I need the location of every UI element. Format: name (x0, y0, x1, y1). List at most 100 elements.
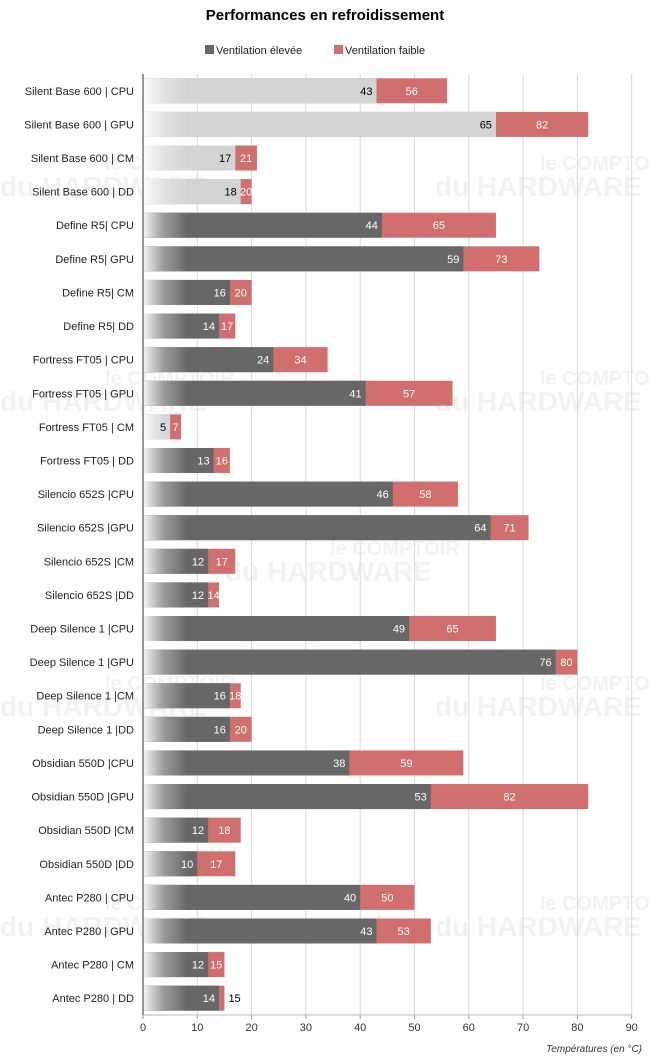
bar-high-1 (143, 111, 496, 137)
data-label-low-0: 56 (406, 86, 418, 98)
category-label-9: Fortress FT05 | GPU (32, 388, 134, 400)
data-label-low-24: 50 (381, 892, 393, 904)
watermark-line2-6: du HARDWARE (435, 691, 642, 722)
bar-fade-11 (143, 447, 188, 473)
watermark-line1-1: le COMPTOIR (540, 153, 650, 175)
data-label-low-14: 17 (216, 556, 228, 568)
bar-fade-9 (143, 380, 188, 406)
category-label-5: Define R5| GPU (55, 254, 134, 266)
category-label-2: Silent Base 600 | CM (31, 153, 134, 165)
data-label-low-10: 7 (173, 422, 179, 434)
category-label-14: Silencio 652S |CM (44, 556, 134, 568)
watermark-line2-8: du HARDWARE (435, 911, 642, 942)
bar-fade-13 (143, 515, 188, 541)
data-label-low-26: 15 (210, 960, 222, 972)
data-label-high-26: 12 (192, 960, 204, 972)
bar-fade-2 (143, 145, 188, 171)
bar-fade-15 (143, 582, 188, 608)
category-label-15: Silencio 652S |DD (45, 590, 134, 602)
category-label-7: Define R5| DD (63, 321, 134, 333)
bar-fade-19 (143, 716, 188, 742)
data-label-low-12: 58 (419, 489, 431, 501)
data-label-low-13: 71 (503, 523, 515, 535)
bar-fade-17 (143, 649, 188, 675)
data-label-high-25: 43 (360, 926, 372, 938)
category-label-22: Obsidian 550D |CM (38, 825, 134, 837)
bar-high-17 (143, 649, 556, 675)
data-label-low-23: 17 (210, 859, 222, 871)
data-label-high-23: 10 (181, 859, 193, 871)
data-label-high-8: 24 (257, 355, 269, 367)
bar-high-13 (143, 515, 491, 541)
category-label-4: Define R5| CPU (56, 220, 134, 232)
category-label-3: Silent Base 600 | DD (32, 187, 134, 199)
data-label-high-24: 40 (344, 892, 356, 904)
category-label-19: Deep Silence 1 |DD (38, 724, 134, 736)
bar-fade-12 (143, 481, 188, 507)
data-label-high-2: 17 (219, 153, 231, 165)
bar-fade-4 (143, 212, 188, 238)
data-label-high-15: 12 (192, 590, 204, 602)
x-tick-label-60: 60 (463, 1022, 475, 1034)
data-label-low-16: 65 (446, 624, 458, 636)
data-label-low-5: 73 (495, 254, 507, 266)
bar-fade-10 (143, 414, 171, 440)
data-label-low-18: 18 (229, 691, 241, 703)
data-label-high-1: 65 (480, 119, 492, 131)
data-label-low-8: 34 (294, 355, 306, 367)
data-label-low-9: 57 (403, 388, 415, 400)
legend-swatch-high (205, 45, 214, 54)
bar-high-21 (143, 784, 431, 810)
legend-swatch-low (334, 45, 343, 54)
data-label-low-7: 17 (221, 321, 233, 333)
watermark-line2-1: du HARDWARE (435, 171, 642, 202)
bar-fade-0 (143, 78, 188, 104)
data-label-high-3: 18 (224, 187, 236, 199)
bar-fade-18 (143, 683, 188, 709)
bar-fade-21 (143, 784, 188, 810)
data-label-low-20: 59 (400, 758, 412, 770)
category-label-20: Obsidian 550D |CPU (32, 758, 134, 770)
watermark-line1-3: le COMPTOIR (540, 368, 650, 390)
bar-fade-27 (143, 985, 188, 1011)
watermark-line1-4: le COMPTOIR (330, 538, 460, 560)
category-label-12: Silencio 652S |CPU (38, 489, 134, 501)
x-tick-label-20: 20 (245, 1022, 257, 1034)
category-label-1: Silent Base 600 | GPU (24, 119, 134, 131)
watermark-line1-8: le COMPTOIR (540, 893, 650, 915)
category-label-21: Obsidian 550D |GPU (31, 792, 134, 804)
x-tick-label-80: 80 (571, 1022, 583, 1034)
bar-fade-16 (143, 616, 188, 642)
chart-title: Performances en refroidissement (206, 7, 444, 24)
x-tick-label-90: 90 (626, 1022, 638, 1034)
data-label-high-10: 5 (160, 422, 166, 434)
data-label-high-9: 41 (349, 388, 361, 400)
category-label-18: Deep Silence 1 |CM (36, 691, 134, 703)
data-label-high-11: 13 (197, 455, 209, 467)
data-label-high-12: 46 (377, 489, 389, 501)
category-label-13: Silencio 652S |GPU (37, 523, 134, 535)
data-label-high-16: 49 (393, 624, 405, 636)
data-label-low-1: 82 (536, 119, 548, 131)
data-label-high-4: 44 (366, 220, 378, 232)
x-tick-label-30: 30 (300, 1022, 312, 1034)
watermark-line1-6: le COMPTOIR (540, 673, 650, 695)
category-label-16: Deep Silence 1 |CPU (30, 624, 134, 636)
data-label-low-4: 65 (433, 220, 445, 232)
category-label-6: Define R5| CM (62, 287, 134, 299)
category-label-23: Obsidian 550D |DD (39, 859, 134, 871)
bar-fade-14 (143, 548, 188, 574)
x-tick-label-40: 40 (354, 1022, 366, 1034)
category-label-24: Antec P280 | CPU (45, 892, 134, 904)
data-label-low-21: 82 (503, 792, 515, 804)
bar-fade-1 (143, 111, 188, 137)
data-label-low-22: 18 (218, 825, 230, 837)
bar-fade-22 (143, 817, 188, 843)
bar-fade-25 (143, 918, 188, 944)
category-label-27: Antec P280 | DD (52, 993, 134, 1005)
legend-label-high: Ventilation élevée (216, 45, 302, 57)
bar-high-5 (143, 246, 464, 272)
